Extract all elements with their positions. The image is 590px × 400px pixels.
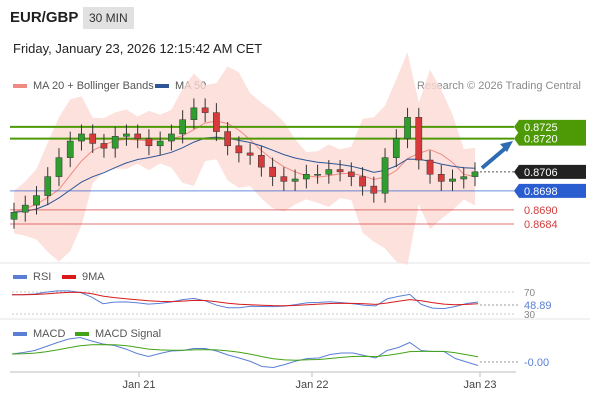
ma20-swatch bbox=[13, 84, 27, 88]
candle bbox=[100, 143, 108, 149]
legend-ma20-bollinger: MA 20 + Bollinger Bands bbox=[13, 80, 154, 92]
rsi-level-label: 70 bbox=[524, 288, 536, 299]
macd-swatch bbox=[13, 332, 27, 336]
candle bbox=[111, 136, 119, 149]
candle bbox=[302, 174, 310, 180]
macd-signal-line bbox=[11, 344, 479, 361]
legend-macd-label: MACD bbox=[33, 328, 66, 340]
macd-signal-swatch bbox=[75, 332, 89, 336]
candle bbox=[437, 174, 445, 182]
candle bbox=[404, 117, 411, 139]
ma20-line bbox=[13, 120, 476, 213]
candle bbox=[291, 178, 299, 182]
candle bbox=[314, 174, 321, 176]
legend-rsi: RSI bbox=[13, 271, 51, 283]
x-tick-label: Jan 21 bbox=[122, 379, 155, 391]
candle bbox=[280, 176, 288, 182]
legend-rsi-9ma-label: 9MA bbox=[82, 271, 105, 283]
rsi-9ma-line bbox=[11, 291, 479, 307]
legend-rsi-label: RSI bbox=[33, 271, 52, 283]
ma50-line bbox=[13, 136, 476, 213]
timeframe-badge[interactable]: 30 MIN bbox=[83, 7, 134, 29]
candle bbox=[460, 176, 468, 180]
candle bbox=[44, 176, 52, 196]
candle bbox=[449, 178, 456, 182]
credit-text: Research © 2026 Trading Central bbox=[416, 80, 581, 92]
candle bbox=[156, 140, 164, 147]
legend-macd-signal: MACD Signal bbox=[75, 328, 161, 340]
candle bbox=[10, 211, 18, 220]
candle bbox=[89, 133, 97, 144]
legend-macd: MACD bbox=[13, 328, 65, 340]
candle bbox=[370, 185, 378, 194]
candle bbox=[426, 159, 434, 175]
rsi-9ma-swatch bbox=[62, 275, 76, 279]
resistance-tag bbox=[514, 131, 586, 146]
resistance-tag bbox=[514, 119, 586, 134]
datetime-label: Friday, January 23, 2026 12:15:42 AM CET bbox=[13, 41, 263, 56]
candle bbox=[123, 133, 130, 137]
legend-ma20-label: MA 20 + Bollinger Bands bbox=[33, 80, 154, 92]
candle bbox=[33, 195, 40, 206]
candle bbox=[325, 169, 333, 175]
legend-macd-signal-label: MACD Signal bbox=[95, 328, 162, 340]
support-label: 0.8690 bbox=[524, 205, 558, 217]
ma50-swatch bbox=[155, 84, 169, 88]
candle bbox=[336, 169, 344, 173]
instrument-title: EUR/GBP bbox=[10, 9, 79, 26]
candle bbox=[269, 166, 276, 177]
candle bbox=[201, 107, 209, 113]
candle bbox=[168, 133, 175, 142]
candle bbox=[134, 133, 142, 139]
x-tick-label: Jan 23 bbox=[463, 379, 496, 391]
pivot-tag bbox=[514, 183, 586, 198]
candle bbox=[21, 204, 29, 213]
candle bbox=[381, 157, 389, 194]
candle bbox=[359, 176, 366, 187]
last-price-label: 0.8706 bbox=[524, 167, 558, 179]
candle bbox=[145, 138, 153, 147]
bollinger-band-fill bbox=[14, 52, 475, 265]
macd-line bbox=[11, 336, 479, 369]
legend-rsi-9ma: 9MA bbox=[62, 271, 105, 283]
rsi-line bbox=[11, 290, 479, 310]
candle bbox=[66, 140, 74, 158]
candle bbox=[213, 112, 220, 132]
macd-value-label: -0.00 bbox=[524, 357, 549, 369]
forecast-arrow bbox=[480, 144, 510, 170]
candle bbox=[190, 107, 198, 120]
last-price-tag bbox=[514, 164, 586, 179]
resistance-label: 0.8720 bbox=[524, 134, 558, 146]
header: EUR/GBP 30 MIN bbox=[0, 0, 590, 36]
candle bbox=[258, 155, 265, 168]
candle bbox=[235, 145, 243, 154]
candle bbox=[78, 133, 85, 142]
candle bbox=[224, 131, 231, 147]
rsi-value-label: 48.89 bbox=[524, 300, 552, 312]
forecast-arrow-head bbox=[500, 141, 513, 152]
candle bbox=[471, 171, 479, 177]
candle bbox=[179, 119, 187, 135]
candle bbox=[246, 152, 254, 156]
candle bbox=[392, 138, 400, 158]
rsi-swatch bbox=[13, 275, 27, 279]
candle bbox=[415, 117, 423, 161]
x-tick-label: Jan 22 bbox=[295, 379, 328, 391]
candle bbox=[347, 171, 355, 177]
pivot-label: 0.8698 bbox=[524, 186, 558, 198]
candle bbox=[55, 157, 63, 177]
resistance-label: 0.8725 bbox=[524, 122, 558, 134]
rsi-level-label: 30 bbox=[524, 310, 536, 321]
support-label: 0.8684 bbox=[524, 219, 558, 231]
